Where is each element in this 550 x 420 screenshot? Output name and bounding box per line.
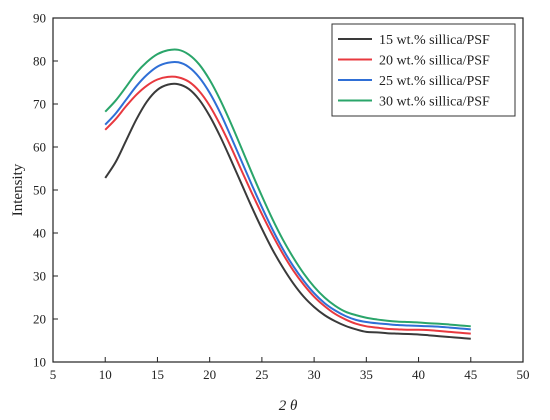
series-line-3	[104, 60, 471, 331]
x-tick-label: 30	[308, 367, 321, 382]
y-tick-label: 20	[33, 312, 46, 327]
y-tick-label: 90	[33, 11, 46, 26]
legend-label-4: 30 wt.% sillica/PSF	[379, 95, 490, 110]
series-line-1	[104, 82, 471, 340]
y-axis-title: Intensity	[10, 163, 26, 216]
x-axis-title: 2 θ	[279, 398, 298, 414]
series-line-2	[104, 75, 471, 335]
x-tick-label: 40	[412, 367, 425, 382]
x-tick-label: 35	[360, 367, 373, 382]
tick-layer: 5 10 15 20 25 30 35 40 45 50 10 20 30 40 50 60 70 80 90	[33, 11, 530, 383]
y-tick-label: 50	[33, 183, 46, 198]
x-tick-label: 25	[255, 367, 268, 382]
x-tick-label: 5	[50, 367, 57, 382]
y-tick-label: 30	[33, 269, 46, 284]
x-tick-label: 50	[517, 367, 530, 382]
y-tick-label: 60	[33, 140, 46, 155]
legend-label-2: 20 wt.% sillica/PSF	[379, 54, 490, 69]
series-line-4	[104, 48, 471, 328]
y-tick-label: 10	[33, 355, 46, 370]
x-tick-label: 15	[151, 367, 164, 382]
x-tick-label: 45	[464, 367, 477, 382]
legend-label-1: 15 wt.% sillica/PSF	[379, 33, 490, 48]
y-tick-label: 70	[33, 97, 46, 112]
y-tick-label: 80	[33, 54, 46, 69]
x-tick-label: 10	[99, 367, 112, 382]
y-tick-label: 40	[33, 226, 46, 241]
legend-label-3: 25 wt.% sillica/PSF	[379, 74, 490, 89]
legend: 15 wt.% sillica/PSF 20 wt.% sillica/PSF 25…	[331, 23, 516, 117]
x-tick-label: 20	[203, 367, 216, 382]
series-layer	[104, 48, 471, 340]
